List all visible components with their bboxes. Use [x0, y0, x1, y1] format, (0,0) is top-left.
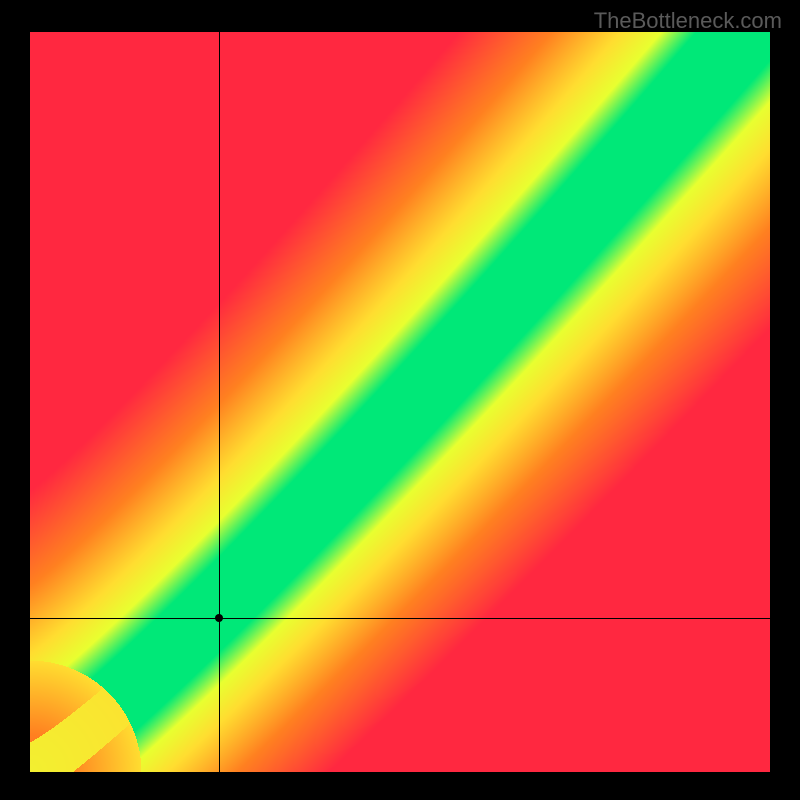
crosshair-vertical-line	[219, 32, 220, 772]
crosshair-marker-dot	[215, 614, 223, 622]
heatmap-canvas	[30, 32, 770, 772]
crosshair-horizontal-line	[30, 618, 770, 619]
heatmap-chart	[30, 32, 770, 772]
watermark-text: TheBottleneck.com	[594, 8, 782, 34]
